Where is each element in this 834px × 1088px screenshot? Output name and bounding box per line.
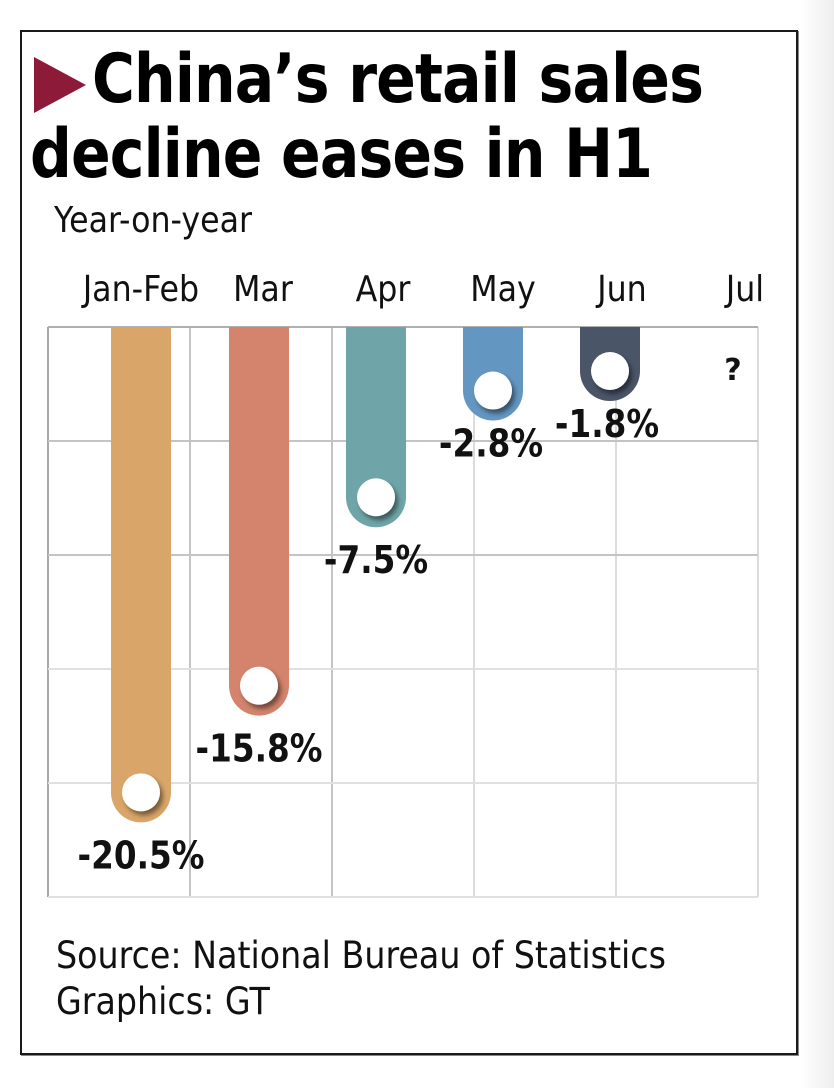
bar [346, 327, 406, 528]
title-line-2: decline eases in H1 [30, 115, 653, 194]
source-note: Source: National Bureau of Statistics [56, 934, 666, 977]
x-tick-label: Apr [356, 268, 411, 309]
data-label: -15.8% [196, 727, 323, 771]
title-line-1: China’s retail sales [92, 40, 704, 119]
x-tick-label: Jan-Feb [81, 268, 199, 309]
bar [229, 327, 289, 716]
bar [111, 327, 172, 823]
data-label: -1.8% [555, 403, 659, 447]
graphics-credit: Graphics: GT [56, 980, 270, 1023]
bar-end-dot [357, 478, 395, 517]
page-edge-strip [800, 0, 834, 1088]
x-tick-label: May [470, 268, 535, 309]
data-labels: -20.5% -15.8% -7.5% -2.8% -1.8%? [78, 353, 742, 878]
chart-subtitle: Year-on-year [54, 200, 253, 241]
title-triangle-icon [34, 57, 86, 113]
x-tick-label: Jun [595, 268, 646, 309]
x-axis-labels: Jan-Feb Mar Apr May Jun Jul [81, 268, 764, 309]
data-label: -2.8% [439, 422, 543, 466]
bar-end-dot [474, 371, 512, 410]
bar-end-dot [591, 352, 629, 390]
bars [111, 327, 640, 823]
data-label-unknown: ? [724, 353, 741, 388]
bar-end-dot [240, 666, 278, 705]
bar-end-dot [122, 773, 160, 812]
x-tick-label: Jul [724, 268, 764, 309]
data-label: -20.5% [78, 834, 205, 878]
x-tick-label: Mar [233, 268, 293, 309]
data-label: -7.5% [324, 539, 428, 583]
